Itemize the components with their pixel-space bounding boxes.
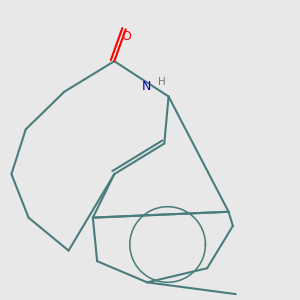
Text: H: H	[158, 77, 166, 87]
Text: O: O	[121, 30, 131, 43]
Text: N: N	[141, 80, 151, 94]
